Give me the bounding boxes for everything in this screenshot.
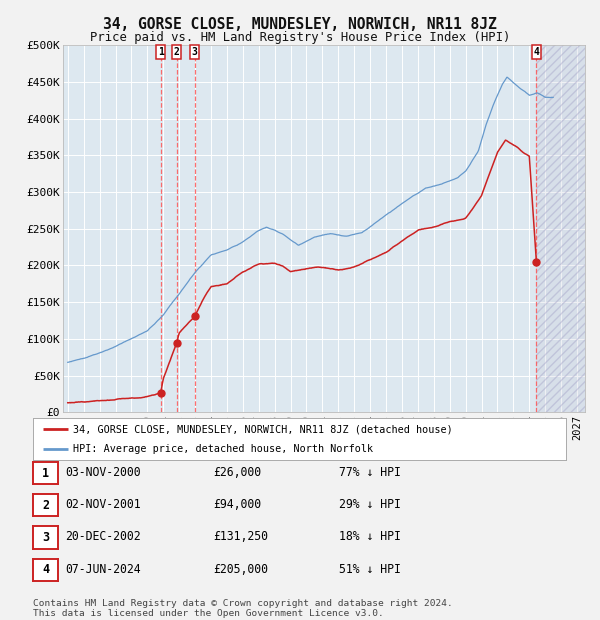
Text: 51% ↓ HPI: 51% ↓ HPI (339, 563, 401, 575)
Text: 4: 4 (42, 564, 49, 576)
Text: 29% ↓ HPI: 29% ↓ HPI (339, 498, 401, 511)
Text: Contains HM Land Registry data © Crown copyright and database right 2024.: Contains HM Land Registry data © Crown c… (33, 600, 453, 608)
Text: 77% ↓ HPI: 77% ↓ HPI (339, 466, 401, 479)
Text: 1: 1 (42, 467, 49, 479)
Text: 18% ↓ HPI: 18% ↓ HPI (339, 531, 401, 543)
Text: £94,000: £94,000 (213, 498, 261, 511)
Text: 3: 3 (191, 47, 197, 57)
Text: 4: 4 (533, 47, 539, 57)
Text: 2: 2 (42, 499, 49, 511)
Text: 34, GORSE CLOSE, MUNDESLEY, NORWICH, NR11 8JZ (detached house): 34, GORSE CLOSE, MUNDESLEY, NORWICH, NR1… (73, 424, 453, 434)
Text: £131,250: £131,250 (213, 531, 268, 543)
Text: This data is licensed under the Open Government Licence v3.0.: This data is licensed under the Open Gov… (33, 609, 384, 618)
Bar (536, 45, 585, 412)
Text: 1: 1 (158, 47, 164, 57)
Text: 02-NOV-2001: 02-NOV-2001 (65, 498, 140, 511)
Text: 2: 2 (173, 47, 179, 57)
Text: HPI: Average price, detached house, North Norfolk: HPI: Average price, detached house, Nort… (73, 444, 373, 454)
Text: 3: 3 (42, 531, 49, 544)
Text: 34, GORSE CLOSE, MUNDESLEY, NORWICH, NR11 8JZ: 34, GORSE CLOSE, MUNDESLEY, NORWICH, NR1… (103, 17, 497, 32)
Text: 03-NOV-2000: 03-NOV-2000 (65, 466, 140, 479)
Text: 07-JUN-2024: 07-JUN-2024 (65, 563, 140, 575)
Bar (536, 45, 585, 412)
Text: £26,000: £26,000 (213, 466, 261, 479)
Text: Price paid vs. HM Land Registry's House Price Index (HPI): Price paid vs. HM Land Registry's House … (90, 31, 510, 44)
Text: £205,000: £205,000 (213, 563, 268, 575)
Text: 20-DEC-2002: 20-DEC-2002 (65, 531, 140, 543)
